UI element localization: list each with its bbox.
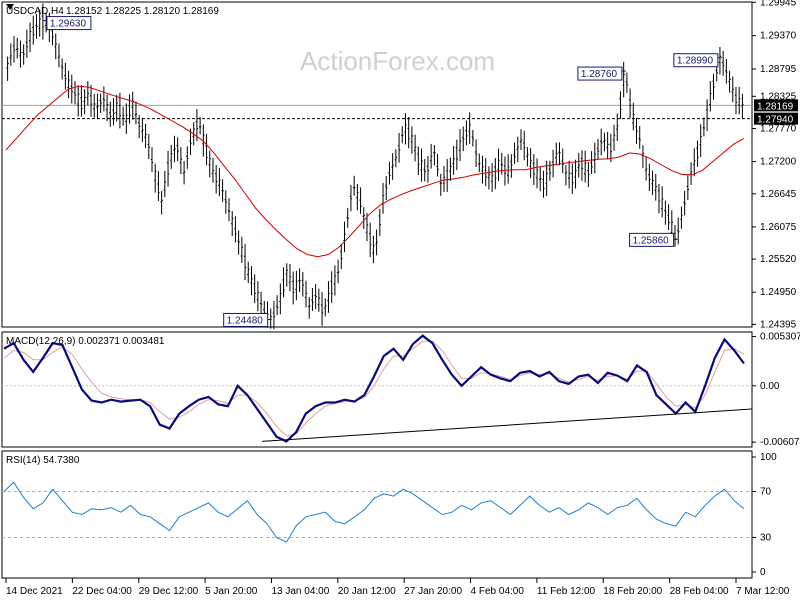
rsi-tick-label: 70: [760, 487, 772, 498]
macd-tick-label: 0.00: [760, 381, 780, 392]
moving-average: [5, 85, 745, 258]
annotation-box: [629, 232, 675, 247]
price-tick-label: 1.26645: [760, 189, 797, 200]
support-price-label: 1.27940: [757, 115, 794, 126]
macd-y-axis: 0.005307 0.00 -0.006074: [2, 332, 800, 448]
price-panel: ActionForex.com 1.299451.293701.287951.2…: [1, 0, 798, 330]
price-tick-label: 1.27200: [760, 157, 797, 168]
rsi-tick-label: 30: [760, 533, 772, 544]
time-tick-label: 13 Jan 04:00: [271, 586, 329, 597]
rsi-levels: [2, 491, 752, 538]
price-grid: 1.28169 1.27940: [2, 99, 798, 126]
macd-trendline: [261, 408, 753, 442]
rsi-series: [3, 481, 745, 543]
annotation-label: 1.28760: [581, 69, 618, 80]
rsi-panel: 100 70 30 0 RSI(14) 54.7380: [1, 450, 777, 579]
price-tick-label: 1.25520: [760, 254, 797, 265]
macd-panel: 0.005307 0.00 -0.006074 MACD(12,26,9) 0.00…: [1, 331, 800, 448]
chart-title: USDCAD,H4: [6, 6, 64, 17]
rsi-title: RSI(14) 54.7380: [6, 455, 80, 466]
time-tick-label: 18 Feb 20:00: [603, 586, 662, 597]
price-tick-label: 1.24950: [760, 287, 797, 298]
time-tick-label: 20 Jan 12:00: [338, 586, 396, 597]
price-tick-label: 1.24395: [760, 319, 797, 330]
time-axis: 14 Dec 2021 22 Dec 04:00 29 Dec 12:00 5 Jan…: [5, 578, 790, 597]
price-y-axis: 1.29945 1.29370 1.28795 1.28325 1.27770 1.272…: [752, 0, 797, 330]
current-price-label: 1.28169: [757, 101, 794, 112]
price-tick-label: 1.29945: [760, 0, 797, 8]
support-price-box: [754, 112, 798, 125]
price-tick-label: 1.29370: [760, 31, 797, 42]
price-candles: [6, 3, 744, 330]
annotation-label: 1.29630: [50, 19, 87, 30]
time-tick-label: 29 Dec 12:00: [139, 586, 199, 597]
price-tick-label: 1.26075: [760, 222, 797, 233]
rsi-line: [3, 481, 745, 543]
price-annotations: 1.29630 1.24480 1.28760 1.25860 1.28990: [42, 16, 722, 327]
time-tick-label: 7 Mar 12:00: [736, 586, 790, 597]
current-price-box: [754, 99, 798, 112]
price-tick-label: 1.28325: [760, 91, 797, 102]
annotation-box: [673, 53, 719, 68]
annotation-box: [577, 66, 623, 81]
annotation-label: 1.28990: [677, 56, 714, 67]
time-tick-label: 22 Dec 04:00: [72, 586, 132, 597]
time-tick-label: 4 Feb 04:00: [471, 586, 525, 597]
time-tick-label: 14 Dec 2021: [6, 586, 63, 597]
time-tick-label: 28 Feb 04:00: [670, 586, 729, 597]
time-tick-label: 5 Jan 20:00: [205, 586, 258, 597]
macd-line: [3, 334, 745, 443]
price-tick-label: 1.28795: [760, 64, 797, 75]
macd-title: MACD(12,26,9) 0.002371 0.003481: [6, 336, 165, 347]
annotation-box: [223, 312, 269, 327]
macd-series: [3, 334, 753, 443]
rsi-tick-label: 100: [760, 452, 777, 463]
rsi-tick-label: 0: [760, 567, 766, 578]
rsi-y-axis: 100 70 30 0: [752, 452, 777, 578]
annotation-label: 1.25860: [633, 235, 670, 246]
annotation-box: [46, 16, 92, 31]
annotation-label: 1.24480: [227, 315, 264, 326]
macd-tick-label: 0.005307: [760, 332, 800, 343]
time-tick-label: 27 Jan 20:00: [404, 586, 462, 597]
watermark: ActionForex.com: [300, 46, 495, 76]
macd-tick-label: -0.006074: [760, 437, 800, 448]
time-tick-label: 11 Feb 12:00: [537, 586, 596, 597]
price-tick-label: 1.27770: [760, 124, 797, 135]
moving-average-line: [5, 85, 745, 258]
dropdown-triangle-icon[interactable]: [6, 4, 14, 10]
ohlc-values: 1.28152 1.28225 1.28120 1.28169: [66, 6, 219, 17]
